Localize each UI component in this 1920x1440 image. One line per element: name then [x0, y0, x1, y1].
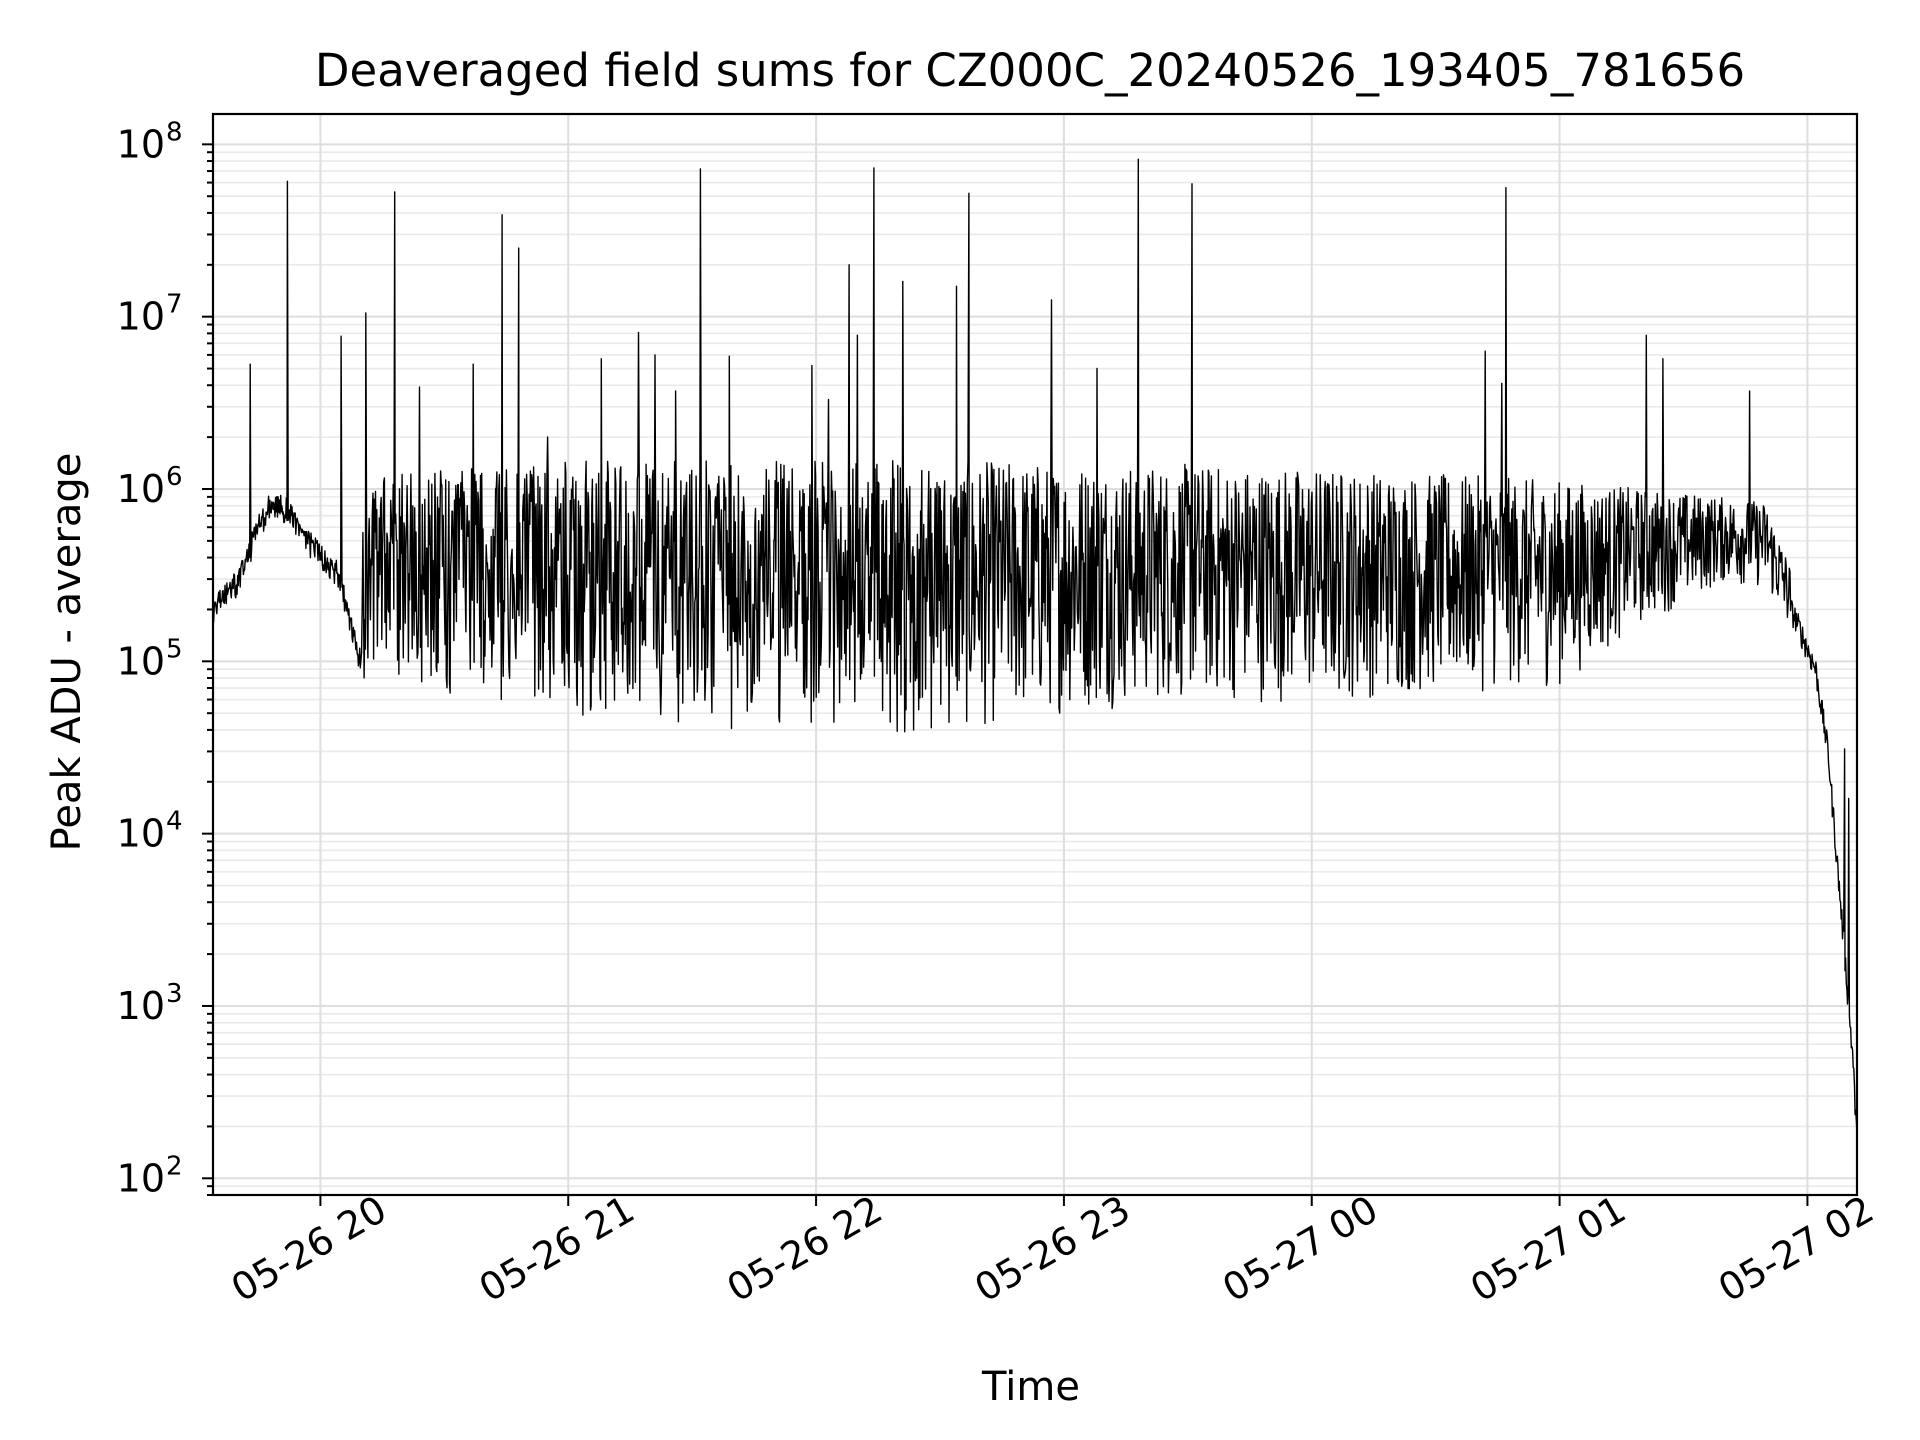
y-tick-label: 10 [117, 984, 165, 1028]
y-tick-exponent: 8 [166, 117, 183, 147]
x-axis-label: Time [981, 1364, 1080, 1410]
y-tick-exponent: 4 [166, 807, 183, 837]
series-line [212, 158, 1858, 1133]
chart-title: Deaveraged field sums for CZ000C_2024052… [315, 44, 1745, 97]
plot-frame [211, 112, 1859, 1197]
y-tick-exponent: 2 [166, 1151, 183, 1181]
minor-gridlines [213, 151, 1857, 1196]
y-tick-exponent: 7 [166, 290, 183, 320]
series-layer [212, 158, 1858, 1133]
y-tick-label: 10 [117, 639, 165, 683]
y-axis-label: Peak ADU - average [44, 453, 90, 852]
y-tick-exponent: 3 [166, 979, 183, 1009]
y-tick-exponent: 6 [166, 462, 183, 492]
y-tick-label: 10 [117, 1156, 165, 1200]
y-tick-label: 10 [117, 812, 165, 856]
y-tick-label: 10 [117, 122, 165, 166]
y-tick-label: 10 [117, 467, 165, 511]
y-tick-exponent: 5 [166, 634, 183, 664]
y-tick-label: 10 [117, 295, 165, 339]
